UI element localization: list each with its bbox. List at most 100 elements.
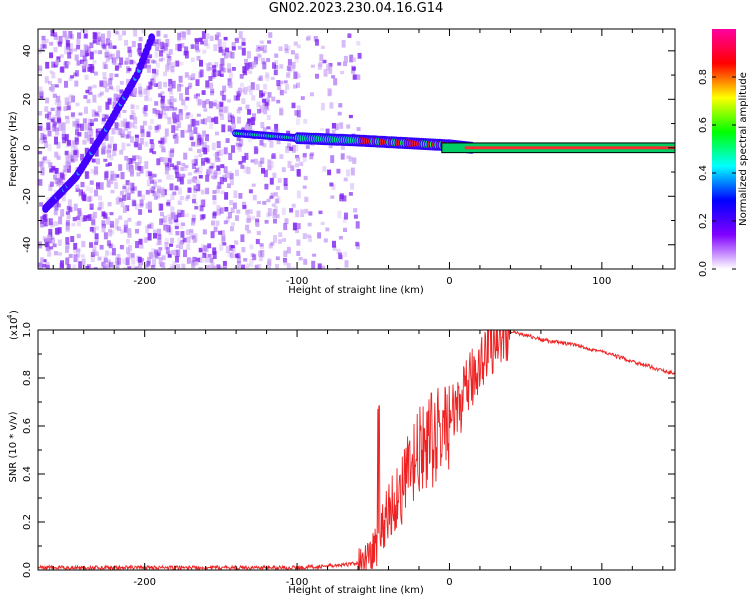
spectrogram-cell xyxy=(160,99,165,104)
spectrogram-cell xyxy=(54,98,59,105)
spectrogram-cell xyxy=(230,180,234,186)
spectrogram-cell xyxy=(201,90,206,95)
spectrogram-cell xyxy=(72,121,77,127)
spectrogram-cell xyxy=(179,31,184,38)
spectrogram-cell xyxy=(137,256,142,263)
spectrogram-cell xyxy=(196,257,201,263)
spectrogram-cell xyxy=(138,36,143,42)
spectrogram-cell xyxy=(39,90,44,97)
spectrogram-cell xyxy=(223,53,228,59)
spectrogram-cell xyxy=(213,170,218,178)
spectrogram-cell xyxy=(258,250,263,257)
spectrogram-cell xyxy=(193,94,198,99)
spectrogram-cell xyxy=(106,180,111,188)
spectrogram-cell xyxy=(255,219,260,223)
spectrogram-cell xyxy=(145,189,150,195)
spectrogram-cell xyxy=(74,136,79,142)
spectrogram-cell xyxy=(93,167,98,176)
spectrogram-cell xyxy=(227,50,232,58)
colorbar-tick-label: 0.6 xyxy=(698,117,709,133)
spectrogram-cell xyxy=(77,123,82,128)
spectrogram-cell xyxy=(323,238,328,243)
spectrogram-cell xyxy=(115,257,120,263)
spectrogram-cell xyxy=(230,127,235,134)
spectrogram-cell xyxy=(54,136,58,145)
spectrogram-cell xyxy=(138,90,143,97)
spectrogram-cell xyxy=(103,158,108,162)
spectrogram-cell xyxy=(52,243,57,248)
spectrogram-cell xyxy=(174,225,179,230)
spectrogram-cell xyxy=(66,48,71,55)
spectrogram-cell xyxy=(93,71,98,76)
spectrogram-cell xyxy=(40,216,45,224)
spectrogram-cell xyxy=(49,41,54,46)
spectrogram-cell xyxy=(194,45,199,52)
spectrogram-cell xyxy=(110,229,115,235)
spectrogram-cell xyxy=(40,44,45,52)
spectrogram-cell xyxy=(53,47,58,53)
spectrogram-cell xyxy=(161,57,166,61)
spectrogram-cell xyxy=(282,238,287,242)
spectrogram-cell xyxy=(170,163,174,168)
spectrogram-cell xyxy=(198,37,203,42)
spectrogram-cell xyxy=(49,70,54,74)
spectrogram-cell xyxy=(176,264,181,269)
spectrogram-cell xyxy=(119,190,124,196)
spectrogram-cell xyxy=(159,218,164,226)
spectrogram-cell xyxy=(108,230,113,237)
spectrogram-cell xyxy=(283,223,288,231)
spectrogram-cell xyxy=(117,94,122,100)
spectrogram-cell xyxy=(130,136,134,143)
spectrogram-cell xyxy=(222,67,227,73)
spectrogram-cell xyxy=(97,105,102,113)
spectrogram-cell xyxy=(91,215,95,220)
spectrogram-cell xyxy=(102,261,107,265)
spectrogram-cell xyxy=(184,46,189,52)
spectrogram-cell xyxy=(178,109,183,115)
spectrogram-cell xyxy=(296,239,301,246)
spectrogram-cell xyxy=(80,49,84,57)
spectrogram-cell xyxy=(296,250,301,256)
spectrogram-cell xyxy=(278,239,282,244)
spectrogram-cell xyxy=(346,169,350,177)
spectrogram-cell xyxy=(45,97,50,104)
spectrogram-cell xyxy=(171,125,176,134)
spectrogram-cell xyxy=(109,212,114,216)
spectrogram-cell xyxy=(168,78,173,87)
spectrogram-cell xyxy=(56,156,61,160)
spectrogram-cell xyxy=(266,212,271,218)
spectrogram-cell xyxy=(227,170,232,175)
spectrogram-cell xyxy=(128,244,133,252)
spectrogram-cell xyxy=(329,102,334,109)
spectrogram-cell xyxy=(166,53,171,59)
spectrogram-cell xyxy=(164,238,169,245)
spectrogram-cell xyxy=(291,203,296,208)
spectrogram-cell xyxy=(180,178,185,184)
spectrogram-cell xyxy=(82,65,87,73)
spectrogram-cell xyxy=(77,210,82,214)
colorbar-tick-label: 0.2 xyxy=(698,213,709,229)
spectrogram-cell xyxy=(265,107,270,111)
spectrogram-cell xyxy=(236,116,241,124)
spectrogram-cell xyxy=(151,248,155,252)
spectrogram-cell xyxy=(132,200,137,207)
spectrogram-y-tick-label: -40 xyxy=(22,237,33,253)
spectrogram-cell xyxy=(51,166,56,171)
spectrogram-cell xyxy=(304,196,309,203)
spectrogram-cell xyxy=(47,234,51,242)
spectrogram-cell xyxy=(56,95,61,103)
spectrogram-cell xyxy=(38,179,43,186)
spectrogram-cell xyxy=(262,127,267,132)
spectrogram-cell xyxy=(134,134,139,138)
spectrogram-cell xyxy=(305,36,310,41)
spectrogram-cell xyxy=(106,216,111,225)
spectrogram-cell xyxy=(152,151,157,155)
spectrogram-cell xyxy=(50,107,55,111)
spectrogram-cell xyxy=(213,226,218,233)
spectrogram-cell xyxy=(148,125,153,131)
spectrogram-cell xyxy=(89,187,94,194)
spectrogram-cell xyxy=(101,225,106,233)
spectrogram-cell xyxy=(109,178,114,185)
spectrogram-cell xyxy=(163,43,168,51)
spectrogram-cell xyxy=(174,126,179,131)
